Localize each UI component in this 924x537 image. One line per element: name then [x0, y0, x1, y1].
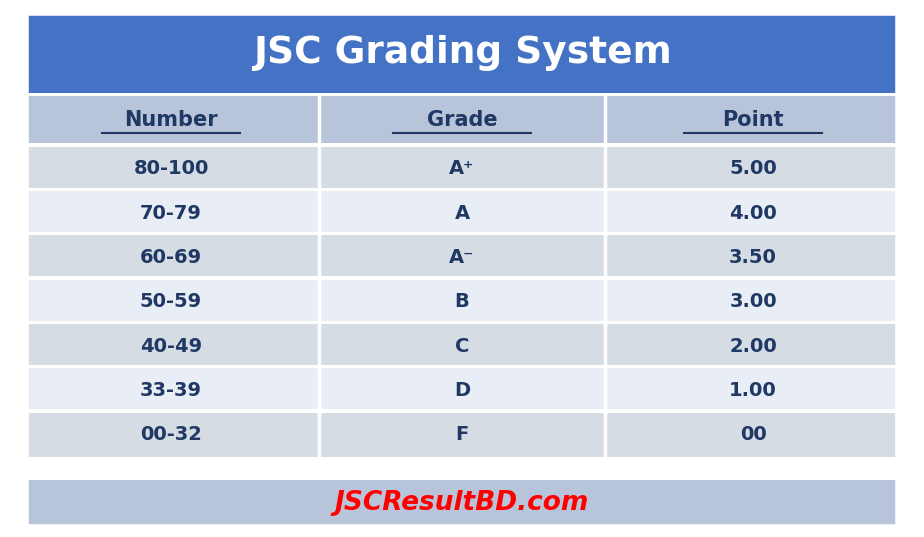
Text: A⁺: A⁺ — [449, 159, 475, 178]
Bar — [26, 143, 898, 147]
Text: 70-79: 70-79 — [140, 204, 201, 223]
Bar — [26, 324, 898, 368]
Bar — [26, 368, 898, 412]
Text: 3.50: 3.50 — [729, 248, 777, 267]
Bar — [26, 188, 898, 191]
Text: 60-69: 60-69 — [140, 248, 202, 267]
Text: Grade: Grade — [427, 110, 497, 130]
Bar — [26, 277, 898, 280]
Text: 5.00: 5.00 — [729, 159, 777, 178]
Text: 4.00: 4.00 — [729, 204, 777, 223]
Text: 40-49: 40-49 — [140, 337, 202, 355]
Bar — [26, 235, 898, 280]
Bar — [26, 409, 898, 412]
Bar — [26, 476, 898, 480]
Text: JSC Grading System: JSC Grading System — [252, 35, 672, 71]
Bar — [26, 13, 898, 93]
Text: F: F — [456, 425, 468, 444]
Bar — [26, 412, 898, 457]
Bar — [26, 280, 898, 324]
Text: 50-59: 50-59 — [140, 292, 202, 311]
Bar — [26, 147, 898, 191]
Text: Number: Number — [124, 110, 218, 130]
Text: A: A — [455, 204, 469, 223]
Text: 33-39: 33-39 — [140, 381, 202, 400]
Text: 3.00: 3.00 — [729, 292, 777, 311]
Text: Point: Point — [723, 110, 784, 130]
Text: D: D — [454, 381, 470, 400]
Text: JSCResultBD.com: JSCResultBD.com — [334, 490, 590, 516]
Text: 2.00: 2.00 — [729, 337, 777, 355]
Bar — [26, 191, 898, 235]
Bar — [26, 93, 898, 96]
Bar — [26, 321, 898, 324]
Text: A⁻: A⁻ — [449, 248, 475, 267]
Bar — [26, 232, 898, 235]
Text: B: B — [455, 292, 469, 311]
Text: 00: 00 — [740, 425, 766, 444]
Bar — [26, 365, 898, 368]
Bar — [26, 480, 898, 527]
Bar — [26, 96, 898, 143]
Text: C: C — [455, 337, 469, 355]
Text: 1.00: 1.00 — [729, 381, 777, 400]
Text: 00-32: 00-32 — [140, 425, 201, 444]
Text: 80-100: 80-100 — [133, 159, 209, 178]
